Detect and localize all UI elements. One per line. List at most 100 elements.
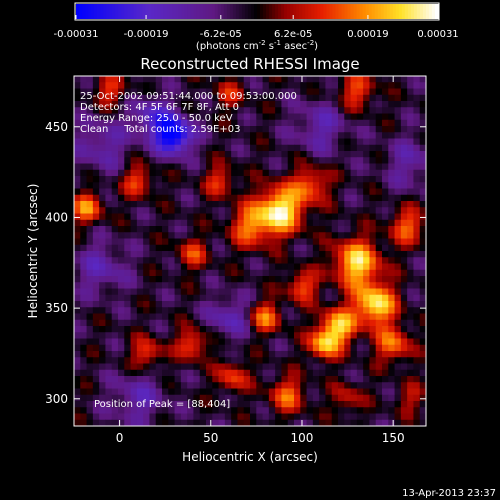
heatmap-cell	[136, 82, 144, 89]
heatmap-cell	[262, 213, 270, 221]
heatmap-cell	[350, 388, 358, 396]
heatmap-cell	[80, 313, 88, 321]
heatmap-cell	[344, 269, 352, 277]
heatmap-cell	[344, 419, 352, 427]
colorbar-segment	[226, 4, 231, 19]
heatmap-cell	[294, 388, 301, 396]
heatmap-cell	[262, 144, 270, 152]
heatmap-cell	[111, 407, 119, 414]
heatmap-cell	[105, 319, 113, 327]
heatmap-cell	[155, 169, 163, 177]
heatmap-cell	[149, 419, 157, 427]
heatmap-cell	[344, 163, 352, 171]
heatmap-cell	[262, 344, 270, 352]
heatmap-cell	[325, 257, 333, 264]
heatmap-cell	[338, 276, 345, 283]
heatmap-cell	[193, 269, 201, 277]
heatmap-cell	[237, 307, 245, 314]
heatmap-cell	[312, 351, 320, 358]
heatmap-cell	[149, 401, 157, 408]
heatmap-cell	[237, 301, 245, 308]
heatmap-cell	[250, 357, 257, 364]
heatmap-cell	[224, 163, 232, 171]
heatmap-cell	[143, 313, 150, 321]
heatmap-cell	[193, 232, 201, 239]
y-axis-label: Heliocentric Y (arcsec)	[26, 184, 40, 319]
heatmap-cell	[300, 94, 308, 102]
heatmap-cell	[187, 213, 194, 221]
heatmap-cell	[312, 257, 320, 264]
heatmap-cell	[92, 401, 100, 408]
heatmap-cell	[149, 294, 157, 302]
heatmap-cell	[130, 401, 138, 408]
heatmap-cell	[99, 119, 106, 127]
heatmap-cell	[162, 394, 169, 402]
heatmap-cell	[294, 144, 301, 152]
heatmap-cell	[92, 157, 100, 164]
heatmap-cell	[143, 107, 150, 114]
heatmap-cell	[86, 163, 94, 171]
heatmap-cell	[162, 301, 169, 308]
heatmap-cell	[124, 188, 132, 196]
colorbar-segment	[290, 4, 294, 19]
heatmap-cell	[212, 313, 220, 321]
heatmap-cell	[174, 101, 182, 108]
heatmap-cell	[356, 88, 364, 96]
heatmap-cell	[155, 201, 163, 208]
heatmap-cell	[319, 319, 326, 327]
heatmap-cell	[294, 157, 301, 164]
heatmap-cell	[400, 407, 408, 414]
heatmap-cell	[180, 188, 188, 196]
heatmap-cell	[80, 101, 88, 108]
heatmap-cell	[275, 263, 282, 271]
heatmap-cell	[136, 263, 144, 271]
heatmap-cell	[350, 213, 358, 221]
heatmap-cell	[356, 232, 364, 239]
colorbar-segment	[287, 4, 291, 19]
heatmap-cell	[325, 319, 333, 327]
heatmap-cell	[168, 251, 176, 258]
heatmap-cell	[243, 288, 251, 296]
heatmap-cell	[400, 226, 408, 233]
heatmap-cell	[256, 307, 264, 314]
heatmap-cell	[338, 382, 345, 389]
heatmap-cell	[149, 151, 157, 158]
heatmap-cell	[174, 126, 182, 133]
heatmap-cell	[92, 351, 100, 358]
heatmap-cell	[212, 376, 220, 383]
heatmap-cell	[118, 219, 125, 227]
heatmap-cell	[105, 276, 113, 283]
heatmap-cell	[394, 207, 402, 214]
heatmap-cell	[363, 313, 370, 321]
heatmap-cell	[287, 294, 295, 302]
heatmap-cell	[306, 332, 314, 339]
heatmap-cell	[193, 419, 201, 427]
heatmap-cell	[419, 169, 427, 177]
heatmap-cell	[268, 382, 276, 389]
heatmap-cell	[237, 419, 245, 427]
heatmap-cell	[300, 369, 308, 377]
heatmap-cell	[287, 388, 295, 396]
heatmap-cell	[256, 144, 264, 152]
heatmap-cell	[118, 107, 125, 114]
heatmap-cell	[312, 401, 320, 408]
heatmap-cell	[394, 332, 402, 339]
heatmap-cell	[306, 188, 314, 196]
heatmap-cell	[243, 282, 251, 289]
heatmap-cell	[86, 101, 94, 108]
heatmap-cell	[105, 332, 113, 339]
heatmap-cell	[256, 263, 264, 271]
colorbar-segment	[323, 4, 327, 19]
heatmap-cell	[262, 138, 270, 146]
heatmap-cell	[375, 201, 383, 208]
heatmap-cell	[331, 313, 339, 321]
heatmap-cell	[86, 326, 94, 333]
heatmap-cell	[162, 163, 169, 171]
heatmap-cell	[312, 388, 320, 396]
heatmap-cell	[388, 138, 396, 146]
heatmap-cell	[400, 101, 408, 108]
heatmap-cell	[149, 332, 157, 339]
heatmap-cell	[268, 182, 276, 189]
heatmap-cell	[312, 226, 320, 233]
heatmap-cell	[256, 176, 264, 183]
